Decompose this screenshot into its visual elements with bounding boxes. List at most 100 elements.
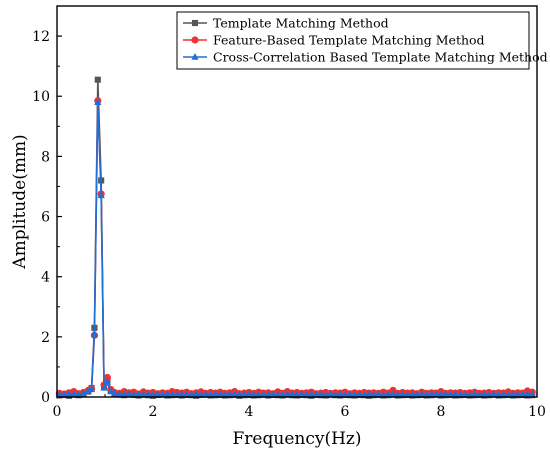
x-tick-label: 8 [437,404,446,420]
triangle-marker [178,390,186,397]
triangle-marker [351,390,359,398]
triangle-marker [298,390,306,398]
triangle-marker [394,390,402,398]
series-2 [55,97,536,398]
triangle-marker [523,390,531,397]
triangle-marker [370,390,378,398]
triangle-marker [235,390,243,398]
triangle-marker [192,390,200,397]
triangle-marker [307,390,315,397]
triangle-marker [130,390,138,398]
legend-box [176,11,530,70]
triangle-marker [413,390,421,398]
triangle-marker [154,390,162,398]
triangle-marker [255,391,263,398]
triangle-marker [475,390,483,398]
triangle-marker [399,390,407,398]
triangle-marker [456,390,464,398]
triangle-marker [514,390,522,398]
triangle-marker [226,390,234,397]
triangle-marker [490,390,498,397]
triangle-marker [250,390,258,398]
triangle-marker [70,390,78,397]
x-tick-label: 4 [245,404,254,420]
plot-frame [56,5,538,398]
triangle-marker [528,390,536,397]
triangle-marker [87,385,96,393]
triangle-marker [365,390,373,397]
triangle-marker [346,390,354,397]
triangle-marker [144,390,152,397]
triangle-marker [427,390,435,397]
triangle-marker [125,390,133,397]
legend-label: Cross-Correlation Based Template Matchin… [213,50,548,65]
triangle-marker [100,384,108,391]
triangle-marker [331,390,339,398]
triangle-marker [283,390,291,397]
triangle-marker [293,390,301,398]
y-tick-label: 8 [41,149,50,165]
legend-item: Feature-Based Template Matching Method [183,33,485,48]
series-layer [55,76,536,399]
triangle-marker [197,390,205,398]
x-axis-title: Frequency(Hz) [233,429,362,449]
x-tick-label: 10 [528,404,546,420]
triangle-marker [355,390,363,398]
triangle-marker [269,390,277,398]
triangle-marker [183,390,191,398]
triangle-marker [211,390,219,397]
circle-marker [103,373,111,382]
triangle-marker [389,390,397,397]
y-tick-label: 12 [32,29,50,45]
triangle-marker [509,390,517,397]
triangle-marker [245,390,253,397]
triangle-marker [442,390,450,398]
triangle-marker [163,390,171,397]
triangle-marker [375,390,383,398]
triangle-marker [120,390,128,397]
y-tick-label: 2 [41,330,50,346]
legend-label: Feature-Based Template Matching Method [213,33,485,48]
triangle-marker [65,390,73,397]
triangle-marker [94,98,102,105]
triangle-marker [336,390,344,398]
triangle-marker [495,390,503,398]
triangle-marker [79,389,87,397]
triangle-marker [471,390,479,397]
triangle-marker [264,390,272,397]
y-tick-label: 0 [41,390,50,406]
legend-item: Cross-Correlation Based Template Matchin… [183,50,548,65]
x-tick-label: 0 [53,404,62,420]
triangle-marker [103,378,111,385]
triangle-marker [317,390,325,398]
triangle-marker [288,390,296,398]
triangle-marker [274,390,282,398]
legend-item: Template Matching Method [183,16,389,31]
triangle-marker [111,389,119,397]
y-tick-label: 6 [41,210,50,226]
triangle-marker [216,390,224,398]
triangle-marker [480,390,488,398]
legend-label: Template Matching Method [213,16,389,31]
triangle-marker [202,390,210,398]
y-tick-label: 10 [32,89,50,105]
y-tick-label: 4 [41,270,50,286]
square-marker [94,76,101,83]
circle-marker [191,36,199,44]
triangle-marker [418,390,426,398]
triangle-marker [191,53,199,60]
series-1 [56,76,536,399]
triangle-marker [312,390,320,398]
axis-ticks: 0 2 4 6 8 10 0 2 4 6 8 10 12 [32,29,546,420]
legend: Template Matching Method Feature-Based Te… [176,11,548,70]
triangle-marker [461,390,469,398]
triangle-marker [499,390,507,398]
triangle-marker [327,390,335,397]
series-line [59,102,533,397]
triangle-marker [451,390,459,397]
series-line [59,79,533,397]
x-tick-label: 2 [149,404,158,420]
square-marker [191,19,199,27]
triangle-marker [437,390,445,397]
